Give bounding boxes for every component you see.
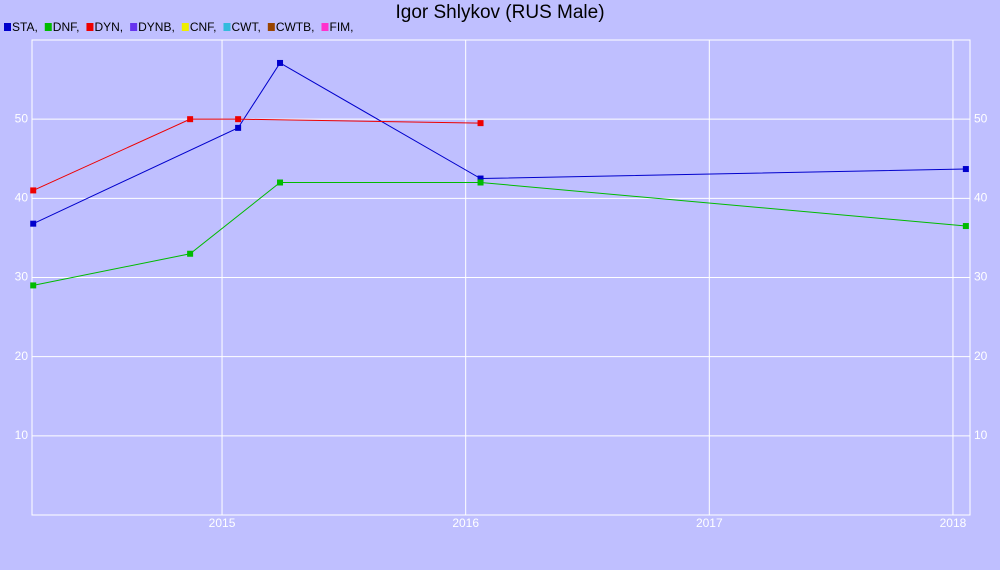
point [30,187,37,194]
legend-label: DNF, [53,20,80,34]
point [235,124,242,131]
y-tick-label: 10 [15,428,29,442]
point [477,179,484,186]
y-tick-label-right: 40 [974,191,988,205]
point [277,59,284,66]
legend-label: DYN, [94,20,123,34]
legend-label: CWTB, [276,20,315,34]
point [962,166,969,173]
point [235,116,242,123]
chart-title: Igor Shlykov (RUS Male) [395,2,604,23]
legend-swatch [130,23,138,31]
y-tick-label-right: 10 [974,428,988,442]
point [477,175,484,182]
x-tick-label: 2016 [452,516,479,530]
point [277,179,284,186]
point [30,282,37,289]
point [477,120,484,127]
legend-label: FIM, [329,20,353,34]
legend-swatch [181,23,189,31]
y-tick-label-right: 20 [974,349,988,363]
point [187,250,194,257]
x-tick-label: 2018 [940,516,967,530]
legend-swatch [86,23,94,31]
legend-swatch [4,23,11,31]
y-tick-label: 20 [15,349,29,363]
legend-label: CWT, [231,20,260,34]
x-tick-label: 2015 [209,516,236,530]
point [962,223,969,230]
y-tick-label: 40 [15,191,29,205]
legend-swatch [44,23,52,31]
y-tick-label-right: 30 [974,270,988,284]
legend-label: CNF, [190,20,217,34]
x-tick-label: 2017 [696,516,723,530]
point [30,220,37,227]
legend-swatch [321,23,329,31]
legend-label: STA, [12,20,38,34]
point [187,116,194,123]
series-line [33,118,481,191]
y-tick-label-right: 50 [974,111,988,125]
legend-swatch [223,23,231,31]
legend-swatch [267,23,275,31]
y-tick-label: 30 [15,270,29,284]
legend-label: DYNB, [138,20,175,34]
y-tick-label: 50 [15,111,29,125]
